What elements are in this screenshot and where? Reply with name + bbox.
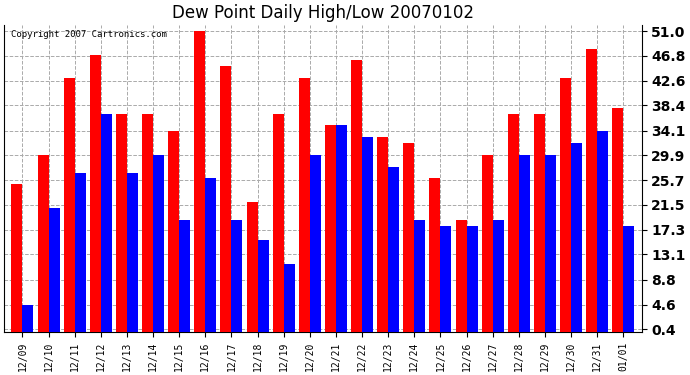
Bar: [534, 114, 545, 332]
Bar: [429, 178, 440, 332]
Bar: [482, 155, 493, 332]
Bar: [586, 49, 598, 332]
Bar: [257, 240, 268, 332]
Bar: [598, 131, 608, 332]
Bar: [206, 178, 216, 332]
Bar: [12, 184, 23, 332]
Bar: [336, 125, 347, 332]
Bar: [284, 264, 295, 332]
Bar: [299, 78, 310, 332]
Bar: [362, 137, 373, 332]
Bar: [455, 220, 466, 332]
Bar: [310, 155, 321, 332]
Bar: [23, 304, 33, 332]
Title: Dew Point Daily High/Low 20070102: Dew Point Daily High/Low 20070102: [172, 4, 474, 22]
Bar: [116, 114, 127, 332]
Bar: [231, 220, 242, 332]
Bar: [63, 78, 75, 332]
Bar: [493, 220, 504, 332]
Bar: [612, 108, 623, 332]
Text: Copyright 2007 Cartronics.com: Copyright 2007 Cartronics.com: [10, 30, 166, 39]
Bar: [440, 226, 451, 332]
Bar: [560, 78, 571, 332]
Bar: [571, 143, 582, 332]
Bar: [48, 208, 59, 332]
Bar: [153, 155, 164, 332]
Bar: [127, 172, 138, 332]
Bar: [404, 143, 414, 332]
Bar: [623, 226, 634, 332]
Bar: [221, 66, 231, 332]
Bar: [195, 31, 206, 332]
Bar: [142, 114, 153, 332]
Bar: [168, 131, 179, 332]
Bar: [273, 114, 284, 332]
Bar: [325, 125, 336, 332]
Bar: [508, 114, 519, 332]
Bar: [246, 202, 257, 332]
Bar: [414, 220, 425, 332]
Bar: [101, 114, 112, 332]
Bar: [90, 55, 101, 332]
Bar: [545, 155, 556, 332]
Bar: [75, 172, 86, 332]
Bar: [377, 137, 388, 332]
Bar: [466, 226, 477, 332]
Bar: [519, 155, 530, 332]
Bar: [351, 60, 362, 332]
Bar: [38, 155, 48, 332]
Bar: [179, 220, 190, 332]
Bar: [388, 166, 400, 332]
